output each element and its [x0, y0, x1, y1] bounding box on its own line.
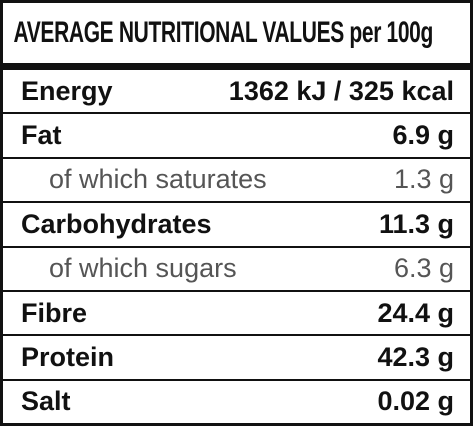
row-label: Energy: [21, 75, 113, 106]
row-label: of which saturates: [49, 164, 267, 195]
table-row: Energy 1362 kJ / 325 kcal: [3, 70, 470, 112]
row-value: 42.3 g: [377, 341, 454, 372]
row-value: 6.3 g: [393, 253, 454, 284]
table-row: Salt 0.02 g: [3, 378, 470, 423]
table-row: Carbohydrates 11.3 g: [3, 201, 470, 245]
table-row: Fat 6.9 g: [3, 112, 470, 156]
row-label: of which sugars: [49, 253, 237, 284]
row-label: Carbohydrates: [21, 208, 212, 239]
row-label: Protein: [21, 341, 115, 372]
header: AVERAGE NUTRITIONAL VALUES per 100g: [3, 3, 470, 70]
row-value: 24.4 g: [377, 297, 454, 328]
table-row: of which sugars 6.3 g: [3, 245, 470, 290]
table-row: Protein 42.3 g: [3, 334, 470, 378]
nutrition-table: Energy 1362 kJ / 325 kcal Fat 6.9 g of which…: [3, 70, 470, 423]
header-title: AVERAGE NUTRITIONAL VALUES per 100g: [13, 16, 434, 49]
table-row: of which saturates 1.3 g: [3, 156, 470, 201]
row-value: 0.02 g: [377, 386, 454, 417]
row-label: Salt: [21, 386, 71, 417]
row-value: 1.3 g: [393, 164, 454, 195]
row-value: 6.9 g: [392, 120, 454, 151]
row-value: 1362 kJ / 325 kcal: [228, 75, 454, 106]
row-label: Fat: [21, 120, 62, 151]
row-value: 11.3 g: [378, 208, 454, 239]
row-label: Fibre: [21, 297, 88, 328]
table-row: Fibre 24.4 g: [3, 289, 470, 334]
